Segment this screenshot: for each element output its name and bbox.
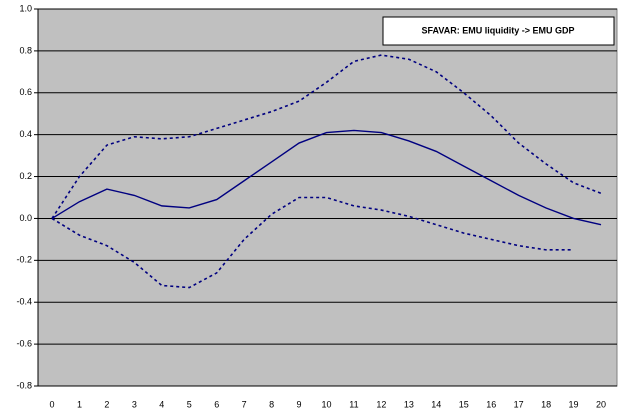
- y-tick-label: -0.6: [16, 338, 32, 348]
- x-tick-label: 17: [514, 399, 524, 409]
- y-tick-label: 0.2: [19, 171, 32, 181]
- x-tick-label: 7: [242, 399, 247, 409]
- x-tick-label: 16: [486, 399, 496, 409]
- x-tick-label: 15: [459, 399, 469, 409]
- x-tick-label: 5: [187, 399, 192, 409]
- series-line: [51, 196, 574, 289]
- x-tick-label: 11: [349, 399, 358, 409]
- x-tick-label: 3: [132, 399, 137, 409]
- x-tick-label: 10: [321, 399, 331, 409]
- x-tick-label: 0: [49, 399, 54, 409]
- y-tick-label: -0.2: [16, 255, 32, 265]
- legend-box: [382, 16, 615, 46]
- x-tick-label: 19: [569, 399, 579, 409]
- x-tick-label: 1: [77, 399, 82, 409]
- chart-title: SFAVAR: EMU liquidity -> EMU GDP: [422, 25, 575, 35]
- y-tick-label: 1.0: [19, 3, 32, 13]
- x-tick-label: 18: [541, 399, 551, 409]
- x-tick-label: 4: [159, 399, 164, 409]
- x-tick-label: 13: [404, 399, 414, 409]
- y-tick-label: 0.8: [19, 45, 32, 55]
- x-tick-label: 14: [431, 399, 441, 409]
- x-tick-label: 8: [269, 399, 274, 409]
- series-line: [51, 54, 602, 219]
- x-tick-label: 6: [214, 399, 219, 409]
- x-tick-label: 2: [104, 399, 109, 409]
- y-tick-label: 0.6: [19, 87, 32, 97]
- y-tick-label: -0.4: [16, 297, 32, 307]
- plot-area: [37, 8, 618, 387]
- y-tick-label: 0.0: [19, 213, 32, 223]
- series-line: [51, 129, 602, 226]
- y-tick-label: 0.4: [19, 129, 32, 139]
- x-tick-label: 20: [596, 399, 606, 409]
- x-tick-label: 12: [376, 399, 386, 409]
- x-tick-label: 9: [297, 399, 302, 409]
- y-tick-label: -0.8: [16, 380, 32, 390]
